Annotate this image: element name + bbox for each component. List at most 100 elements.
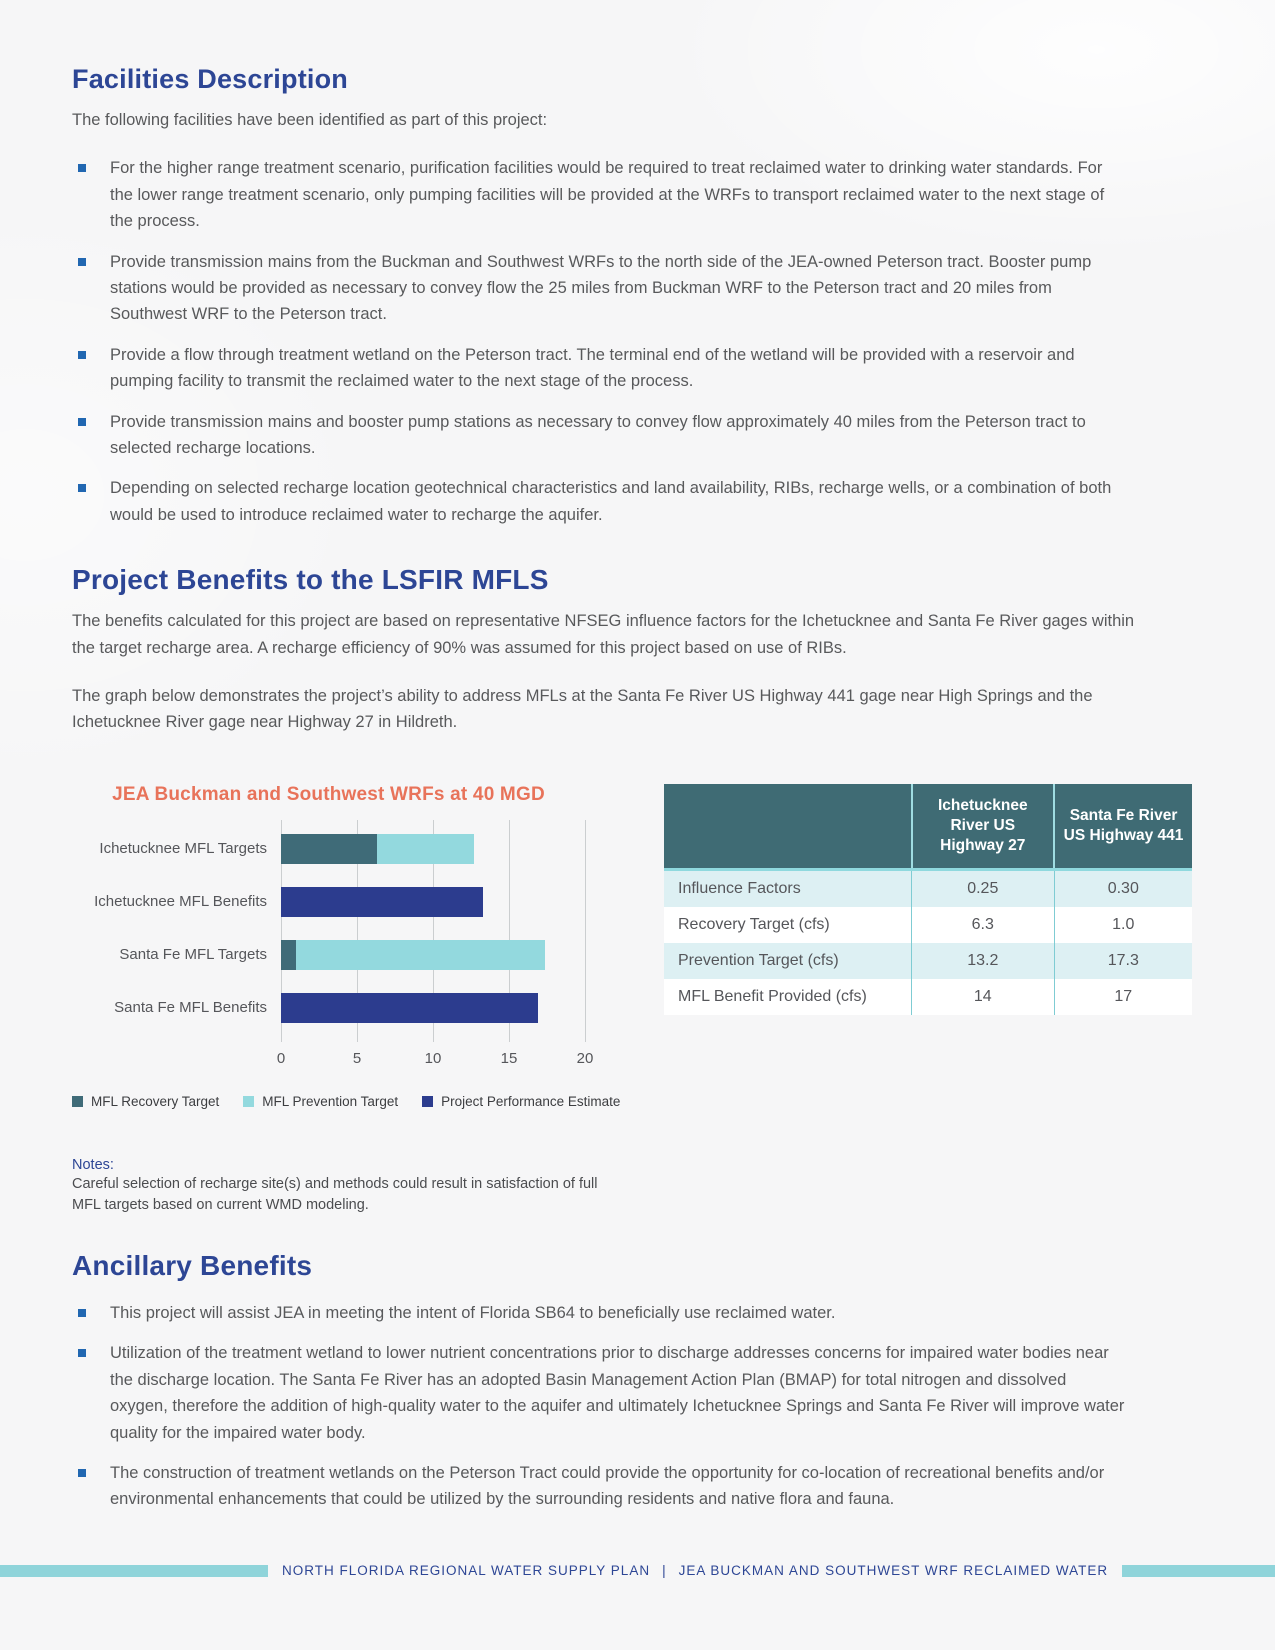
project-benefits-paragraph-1: The benefits calculated for this project… xyxy=(72,612,1135,657)
chart-bar-segment xyxy=(281,833,377,864)
ancillary-title: Ancillary Benefits xyxy=(72,1249,313,1281)
chart-gridline xyxy=(585,819,586,1042)
chart-gridline xyxy=(433,819,434,1042)
table-cell-value: 13.2 xyxy=(911,943,1055,980)
footer-separator: | xyxy=(662,1563,667,1578)
mfl-table: Ichetucknee River US Highway 27 Santa Fe … xyxy=(664,783,1192,1016)
footer-teal-bar-right xyxy=(1122,1564,1275,1577)
mfl-table-body: Influence Factors 0.25 0.30 Recovery Target… xyxy=(664,869,1192,1016)
table-cell-value: 0.25 xyxy=(911,869,1055,908)
legend-label: Project Performance Estimate xyxy=(441,1093,621,1109)
ancillary-bullet-item: This project will assist JEA in meeting … xyxy=(72,1300,1145,1326)
section-project-benefits: Project Benefits to the LSFIR MFLS The b… xyxy=(72,564,1145,736)
table-cell-value: 0.30 xyxy=(1053,869,1192,908)
legend-label: MFL Prevention Target xyxy=(262,1093,399,1109)
chart-gridline xyxy=(357,819,358,1042)
table-column-header: Santa Fe River US Highway 441 xyxy=(1053,783,1192,872)
facilities-bullet-text: Provide transmission mains and booster p… xyxy=(110,412,1086,457)
table-cell-value: 17.3 xyxy=(1053,943,1192,980)
facilities-bullet-item: For the higher range treatment scenario,… xyxy=(72,155,1145,234)
facilities-bullet-text: Provide a flow through treatment wetland… xyxy=(110,345,1075,391)
chart-bar-segment xyxy=(281,992,538,1023)
figure-row: JEA Buckman and Southwest WRFs at 40 MGD… xyxy=(72,783,1192,1109)
facilities-bullet-text: Provide transmission mains from the Buck… xyxy=(110,252,1092,324)
facilities-bullet-text: For the higher range treatment scenario,… xyxy=(110,159,1105,231)
legend-item: Project Performance Estimate xyxy=(422,1094,620,1109)
bullet-square-icon xyxy=(78,164,86,173)
chart-bar-label: Ichetucknee MFL Targets xyxy=(99,839,267,857)
x-tick-label: 5 xyxy=(352,1049,362,1067)
bullet-square-icon xyxy=(78,350,86,359)
table-cell-value: 14 xyxy=(911,979,1055,1016)
section-facilities: Facilities Description The following fac… xyxy=(72,64,1145,528)
project-benefits-title: Project Benefits to the LSFIR MFLS xyxy=(72,564,549,596)
mfl-bar-chart: JEA Buckman and Southwest WRFs at 40 MGD… xyxy=(72,783,620,1109)
table-cell-value: 1.0 xyxy=(1053,907,1192,944)
facilities-intro: The following facilities have been ident… xyxy=(72,111,548,130)
notes-label: Notes: xyxy=(72,1156,114,1173)
chart-title: JEA Buckman and Southwest WRFs at 40 MGD xyxy=(112,783,545,805)
ancillary-bullet-text: This project will assist JEA in meeting … xyxy=(110,1304,836,1323)
chart-legend: MFL Recovery Target MFL Prevention Target… xyxy=(72,1094,620,1109)
footer-text: NORTH FLORIDA REGIONAL WATER SUPPLY PLAN… xyxy=(268,1563,1122,1578)
ancillary-bullet-item: The construction of treatment wetlands o… xyxy=(72,1460,1145,1513)
table-row-label: MFL Benefit Provided (cfs) xyxy=(664,979,912,1016)
facilities-bullet-item: Depending on selected recharge location … xyxy=(72,475,1145,528)
bullet-square-icon xyxy=(78,257,86,266)
x-tick-label: 15 xyxy=(500,1049,518,1067)
footer-teal-bar-left xyxy=(0,1564,268,1577)
ancillary-bullet-text: Utilization of the treatment wetland to … xyxy=(110,1344,1125,1442)
table-row: Influence Factors 0.25 0.30 xyxy=(664,869,1192,908)
legend-item: MFL Recovery Target xyxy=(72,1094,219,1109)
legend-swatch-icon xyxy=(243,1095,255,1107)
section-ancillary-benefits: Ancillary Benefits This project will ass… xyxy=(72,1250,1145,1513)
ancillary-bullet-item: Utilization of the treatment wetland to … xyxy=(72,1340,1145,1446)
x-tick-label: 0 xyxy=(276,1049,286,1067)
table-header-row: Ichetucknee River US Highway 27 Santa Fe … xyxy=(664,783,1192,872)
bullet-square-icon xyxy=(78,1349,86,1358)
notes-block: Notes: Careful selection of recharge sit… xyxy=(72,1157,604,1216)
chart-bar-label: Santa Fe MFL Targets xyxy=(119,945,267,963)
footer-text-left: NORTH FLORIDA REGIONAL WATER SUPPLY PLAN xyxy=(282,1563,651,1578)
table-row: Recovery Target (cfs) 6.3 1.0 xyxy=(664,907,1192,944)
facilities-title: Facilities Description xyxy=(72,64,348,94)
bullet-square-icon xyxy=(78,1469,86,1478)
chart-plot-area: Ichetucknee MFL Targets Ichetucknee MFL B… xyxy=(94,819,586,1042)
chart-bar-label: Ichetucknee MFL Benefits xyxy=(94,892,267,910)
table-cell-value: 17 xyxy=(1053,979,1192,1016)
chart-gridline xyxy=(509,819,510,1042)
table-row: MFL Benefit Provided (cfs) 14 17 xyxy=(664,979,1192,1016)
footer-text-right: JEA BUCKMAN AND SOUTHWEST WRF RECLAIMED … xyxy=(678,1563,1109,1578)
chart-bar-row: Ichetucknee MFL Benefits xyxy=(94,886,585,917)
bullet-square-icon xyxy=(78,1309,86,1318)
x-tick-label: 20 xyxy=(576,1049,594,1067)
x-tick-label: 10 xyxy=(424,1049,442,1067)
legend-item: MFL Prevention Target xyxy=(243,1094,398,1109)
page-footer: NORTH FLORIDA REGIONAL WATER SUPPLY PLAN… xyxy=(0,1563,1275,1578)
table-row-label: Prevention Target (cfs) xyxy=(664,943,912,980)
mfl-table-head: Ichetucknee River US Highway 27 Santa Fe … xyxy=(664,783,1192,872)
chart-bar-segment xyxy=(281,939,297,970)
bullet-square-icon xyxy=(78,417,86,426)
ancillary-bullet-list: This project will assist JEA in meeting … xyxy=(72,1300,1145,1513)
facilities-bullet-item: Provide a flow through treatment wetland… xyxy=(72,342,1145,395)
chart-x-axis: 0 5 10 15 20 xyxy=(277,1049,594,1070)
table-row: Prevention Target (cfs) 13.2 17.3 xyxy=(664,943,1192,980)
page-content: Facilities Description The following fac… xyxy=(72,0,1192,1527)
table-corner-cell xyxy=(664,783,912,872)
legend-swatch-icon xyxy=(72,1095,83,1107)
legend-label: MFL Recovery Target xyxy=(91,1093,220,1109)
chart-bar-row: Santa Fe MFL Targets xyxy=(119,939,585,970)
facilities-bullet-list: For the higher range treatment scenario,… xyxy=(72,155,1145,528)
legend-swatch-icon xyxy=(422,1095,434,1107)
facilities-bullet-item: Provide transmission mains from the Buck… xyxy=(72,249,1145,328)
ancillary-bullet-text: The construction of treatment wetlands o… xyxy=(110,1464,1105,1509)
chart-bar-label: Santa Fe MFL Benefits xyxy=(114,998,267,1016)
chart-bar-row: Ichetucknee MFL Targets xyxy=(99,833,585,864)
facilities-bullet-text: Depending on selected recharge location … xyxy=(110,479,1112,524)
table-column-header: Ichetucknee River US Highway 27 xyxy=(910,783,1055,872)
table-row-label: Recovery Target (cfs) xyxy=(664,907,912,944)
chart-bar-segment xyxy=(296,939,546,970)
chart-gridline xyxy=(281,819,282,1042)
bullet-square-icon xyxy=(78,484,86,493)
